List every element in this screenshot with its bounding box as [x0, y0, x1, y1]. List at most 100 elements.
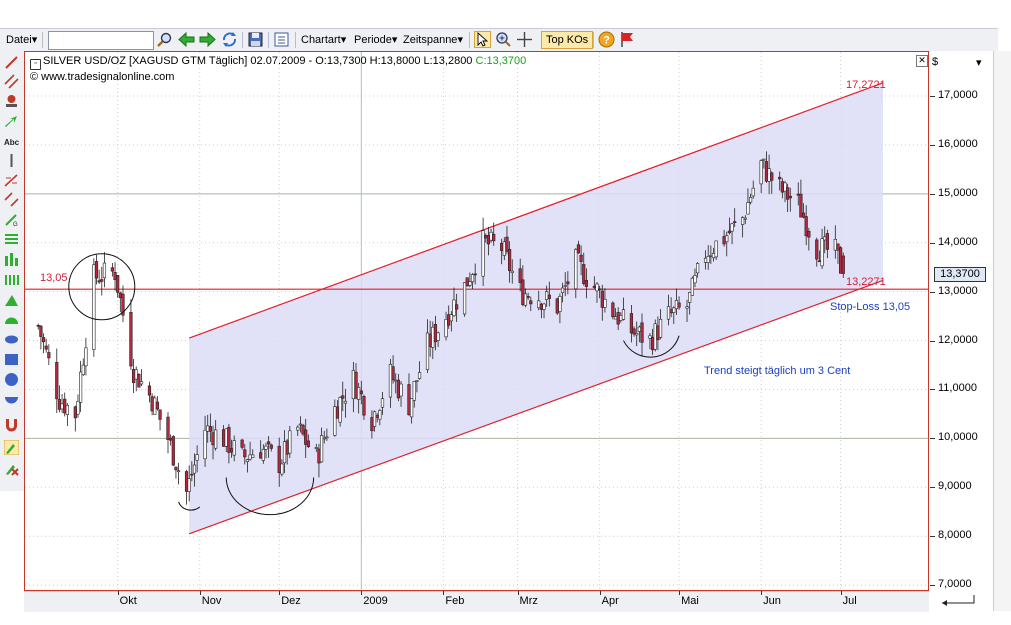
candle-body: [354, 371, 358, 399]
right-side-panel[interactable]: [993, 51, 1011, 611]
marker-tool-icon[interactable]: [4, 93, 19, 108]
candle-body: [301, 424, 305, 435]
candle-body: [243, 449, 247, 458]
price-tick-label: 12,0000: [938, 333, 978, 346]
flag-icon[interactable]: [619, 31, 636, 48]
trend-note: Trend steigt täglich um 3 Cent: [704, 365, 851, 377]
fibonacci-tool-icon[interactable]: [4, 173, 19, 188]
magnet-tool-icon[interactable]: [4, 417, 19, 432]
candle-body: [836, 243, 840, 251]
candle-body: [44, 345, 48, 350]
crosshair-icon[interactable]: [516, 31, 533, 48]
price-tick: [930, 585, 935, 587]
vertical-line-tool-icon[interactable]: [4, 153, 19, 168]
candle-body: [76, 401, 80, 415]
cycles-tool-icon[interactable]: [4, 272, 19, 287]
parallel-lines-tool-icon[interactable]: [4, 74, 19, 89]
cursor-icon[interactable]: [474, 31, 491, 48]
trend-channel[interactable]: [25, 82, 928, 535]
candle-body: [341, 395, 345, 399]
search-icon[interactable]: [156, 31, 173, 48]
candle-body: [338, 397, 342, 423]
candle-body: [629, 313, 634, 334]
bars-tool-icon[interactable]: [4, 252, 19, 267]
candle-body: [449, 314, 453, 322]
price-axis[interactable]: $ ▾: [930, 51, 993, 591]
candle-body: [277, 445, 281, 473]
close-chart-button[interactable]: ✕: [916, 55, 928, 67]
timespan-label: Zeitspanne: [403, 34, 458, 46]
candle-body: [693, 275, 697, 284]
candle-body: [240, 439, 244, 448]
website-label: www.tradesignalonline.com: [41, 71, 175, 83]
currency-selector[interactable]: $ ▾: [932, 56, 982, 69]
candle-body: [388, 363, 393, 398]
rectangle-tool-icon[interactable]: [4, 352, 19, 367]
save-icon[interactable]: [247, 31, 264, 48]
ellipse-tool-icon[interactable]: [4, 332, 19, 347]
toolbar-separator: [469, 32, 470, 48]
file-menu[interactable]: Datei▾: [6, 34, 38, 46]
candle-body: [825, 233, 829, 250]
highlight-arc-low-3: [623, 335, 680, 358]
forward-arrow-icon[interactable]: [199, 31, 216, 48]
candle-body: [444, 319, 448, 338]
properties-icon[interactable]: [273, 31, 290, 48]
line-tool-icon[interactable]: [4, 55, 19, 70]
candle-body: [685, 306, 689, 309]
refresh-icon[interactable]: [221, 31, 238, 48]
candle-body: [648, 335, 652, 339]
candle-body: [343, 400, 348, 404]
half-circle-tool-icon[interactable]: [4, 392, 19, 407]
chart-type-menu[interactable]: Chartart▾: [301, 34, 347, 46]
price-tick-label: 16,0000: [938, 137, 978, 150]
candle-body: [372, 411, 377, 427]
delete-drawings-icon[interactable]: [4, 461, 19, 476]
text-tool-icon[interactable]: Abc: [4, 134, 19, 149]
candle-body: [632, 328, 636, 335]
draw-settings-icon[interactable]: [4, 440, 19, 455]
triangle-tool-icon[interactable]: [4, 292, 19, 307]
price-tick: [930, 487, 935, 489]
candle-body: [690, 277, 694, 296]
candle-body: [598, 288, 602, 291]
time-tick: [679, 591, 681, 595]
candle-body: [751, 187, 755, 197]
candle-body: [203, 429, 207, 460]
return-arrow-icon[interactable]: [930, 591, 993, 611]
candle-body: [804, 216, 808, 237]
candle-body: [325, 436, 329, 439]
candle-body: [762, 158, 766, 161]
collapse-icon[interactable]: ▫: [30, 59, 41, 70]
back-arrow-icon[interactable]: [178, 31, 195, 48]
timespan-menu[interactable]: Zeitspanne▾: [403, 34, 463, 46]
channel-upper-line: [188, 82, 884, 339]
zoom-icon[interactable]: [495, 31, 512, 48]
candle-body: [510, 270, 514, 273]
price-tick-label: 17,0000: [938, 89, 978, 102]
time-tick: [517, 591, 519, 595]
candle-body: [730, 223, 734, 232]
arrow-tool-icon[interactable]: [4, 114, 19, 129]
gann-tool-icon[interactable]: G: [4, 212, 19, 227]
period-menu[interactable]: Periode▾: [354, 34, 398, 46]
time-tick: [443, 591, 445, 595]
arc-tool-icon[interactable]: [4, 312, 19, 327]
svg-text:Abc: Abc: [4, 138, 19, 147]
circle-tool-icon[interactable]: [4, 372, 19, 387]
price-tick: [930, 389, 935, 391]
candle-body: [55, 362, 59, 400]
price-tick-label: 9,0000: [938, 480, 972, 493]
candle-body: [110, 267, 114, 272]
levels-tool-icon[interactable]: [4, 232, 19, 247]
symbol-search-input[interactable]: [48, 31, 154, 50]
candle-body: [611, 302, 615, 318]
candle-body: [746, 202, 750, 215]
top-kos-button[interactable]: Top KOs: [541, 31, 594, 49]
candle-body: [116, 274, 120, 293]
candle-body: [94, 261, 99, 279]
help-icon[interactable]: ?: [598, 31, 615, 48]
time-axis[interactable]: [24, 591, 929, 612]
channel-tool-icon[interactable]: [4, 192, 19, 207]
